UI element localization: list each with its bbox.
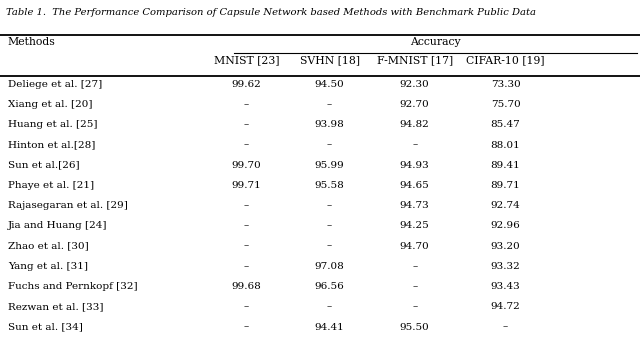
Text: 99.70: 99.70 <box>232 161 261 170</box>
Text: 88.01: 88.01 <box>491 141 520 150</box>
Text: –: – <box>327 100 332 109</box>
Text: 94.72: 94.72 <box>491 302 520 311</box>
Text: 92.96: 92.96 <box>491 221 520 231</box>
Text: –: – <box>412 302 417 311</box>
Text: 94.70: 94.70 <box>400 242 429 251</box>
Text: Rajasegaran et al. [29]: Rajasegaran et al. [29] <box>8 201 127 210</box>
Text: Hinton et al.[28]: Hinton et al.[28] <box>8 141 95 150</box>
Text: 93.98: 93.98 <box>315 120 344 129</box>
Text: –: – <box>327 302 332 311</box>
Text: 99.68: 99.68 <box>232 282 261 291</box>
Text: 75.70: 75.70 <box>491 100 520 109</box>
Text: 94.82: 94.82 <box>400 120 429 129</box>
Text: 94.50: 94.50 <box>315 80 344 89</box>
Text: 94.93: 94.93 <box>400 161 429 170</box>
Text: 92.70: 92.70 <box>400 100 429 109</box>
Text: 95.50: 95.50 <box>400 323 429 332</box>
Text: –: – <box>412 141 417 150</box>
Text: Table 1.  The Performance Comparison of Capsule Network based Methods with Bench: Table 1. The Performance Comparison of C… <box>6 8 536 18</box>
Text: –: – <box>244 221 249 231</box>
Text: –: – <box>244 262 249 271</box>
Text: Accuracy: Accuracy <box>410 37 461 47</box>
Text: Zhao et al. [30]: Zhao et al. [30] <box>8 242 88 251</box>
Text: 92.74: 92.74 <box>491 201 520 210</box>
Text: Yang et al. [31]: Yang et al. [31] <box>8 262 88 271</box>
Text: SVHN [18]: SVHN [18] <box>300 55 360 65</box>
Text: Fuchs and Pernkopf [32]: Fuchs and Pernkopf [32] <box>8 282 138 291</box>
Text: Xiang et al. [20]: Xiang et al. [20] <box>8 100 92 109</box>
Text: Sun et al. [34]: Sun et al. [34] <box>8 323 83 332</box>
Text: 93.20: 93.20 <box>491 242 520 251</box>
Text: –: – <box>412 282 417 291</box>
Text: –: – <box>244 100 249 109</box>
Text: 99.62: 99.62 <box>232 80 261 89</box>
Text: 94.65: 94.65 <box>400 181 429 190</box>
Text: 94.25: 94.25 <box>400 221 429 231</box>
Text: –: – <box>244 141 249 150</box>
Text: –: – <box>327 242 332 251</box>
Text: 96.56: 96.56 <box>315 282 344 291</box>
Text: 94.73: 94.73 <box>400 201 429 210</box>
Text: Methods: Methods <box>8 37 56 47</box>
Text: Deliege et al. [27]: Deliege et al. [27] <box>8 80 102 89</box>
Text: –: – <box>244 302 249 311</box>
Text: 95.58: 95.58 <box>315 181 344 190</box>
Text: 92.30: 92.30 <box>400 80 429 89</box>
Text: –: – <box>327 201 332 210</box>
Text: –: – <box>327 141 332 150</box>
Text: 97.08: 97.08 <box>315 262 344 271</box>
Text: 95.99: 95.99 <box>315 161 344 170</box>
Text: Phaye et al. [21]: Phaye et al. [21] <box>8 181 94 190</box>
Text: 94.41: 94.41 <box>315 323 344 332</box>
Text: –: – <box>244 323 249 332</box>
Text: –: – <box>503 323 508 332</box>
Text: F-MNIST [17]: F-MNIST [17] <box>377 55 452 65</box>
Text: 93.32: 93.32 <box>491 262 520 271</box>
Text: Rezwan et al. [33]: Rezwan et al. [33] <box>8 302 103 311</box>
Text: 89.41: 89.41 <box>491 161 520 170</box>
Text: MNIST [23]: MNIST [23] <box>214 55 279 65</box>
Text: 99.71: 99.71 <box>232 181 261 190</box>
Text: 73.30: 73.30 <box>491 80 520 89</box>
Text: 89.71: 89.71 <box>491 181 520 190</box>
Text: Jia and Huang [24]: Jia and Huang [24] <box>8 221 107 231</box>
Text: Huang et al. [25]: Huang et al. [25] <box>8 120 97 129</box>
Text: –: – <box>412 262 417 271</box>
Text: Sun et al.[26]: Sun et al.[26] <box>8 161 79 170</box>
Text: –: – <box>244 242 249 251</box>
Text: 93.43: 93.43 <box>491 282 520 291</box>
Text: –: – <box>244 120 249 129</box>
Text: CIFAR-10 [19]: CIFAR-10 [19] <box>467 55 545 65</box>
Text: –: – <box>327 221 332 231</box>
Text: 85.47: 85.47 <box>491 120 520 129</box>
Text: –: – <box>244 201 249 210</box>
